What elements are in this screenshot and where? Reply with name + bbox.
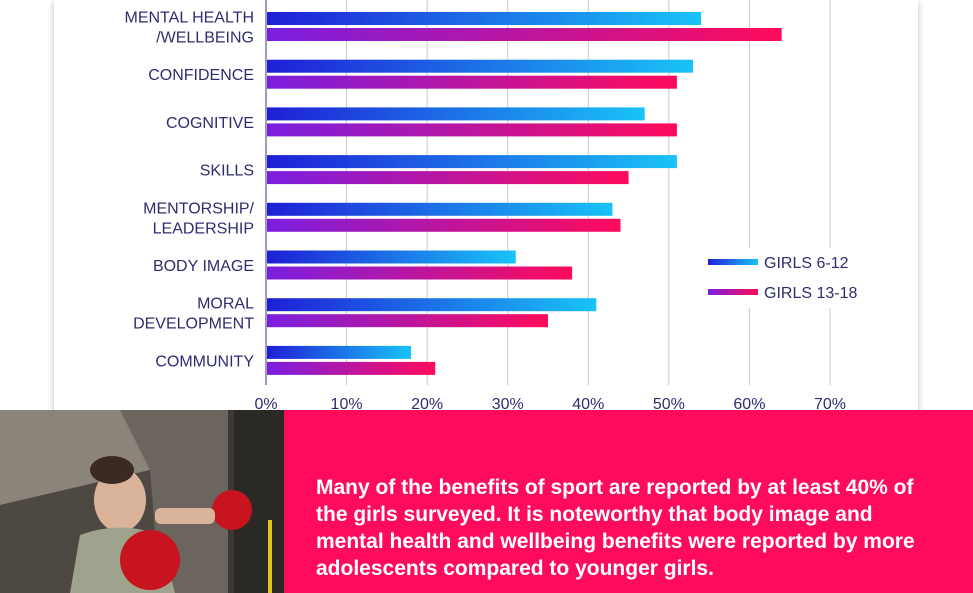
bars — [267, 12, 782, 375]
legend: GIRLS 6-12 GIRLS 13-18 — [700, 248, 857, 308]
tick-label: 60% — [733, 396, 765, 413]
bar-girls-13-18 — [267, 123, 677, 137]
gridlines — [265, 0, 831, 385]
tick-label: 40% — [572, 396, 604, 413]
category-label: BODY IMAGE — [153, 258, 254, 275]
tick-label: 70% — [814, 396, 846, 413]
bar-girls-6-12 — [267, 250, 516, 264]
tick-label: 20% — [411, 396, 443, 413]
legend-background — [700, 248, 850, 308]
legend-label: GIRLS 13-18 — [764, 285, 857, 302]
bar-girls-13-18 — [267, 28, 782, 41]
bar-chart: MENTAL HEALTH/WELLBEING CONFIDENCE COGNITI… — [125, 0, 857, 413]
category-label: MORAL — [197, 296, 254, 313]
tick-label: 0% — [254, 396, 277, 413]
tick-label: 30% — [492, 396, 524, 413]
bar-girls-6-12 — [267, 107, 645, 121]
bar-girls-6-12 — [267, 59, 694, 73]
category-label: MENTAL HEALTH — [125, 10, 255, 27]
category-label: LEADERSHIP — [153, 220, 254, 237]
category-label: DEVELOPMENT — [133, 316, 254, 333]
boxer-photo — [0, 410, 284, 593]
bar-girls-6-12 — [267, 345, 412, 359]
category-label: MENTORSHIP/ — [143, 200, 254, 217]
tick-label: 10% — [331, 396, 363, 413]
bar-girls-13-18 — [267, 314, 548, 328]
bar-girls-6-12 — [267, 202, 613, 216]
legend-swatch — [708, 259, 758, 265]
bar-girls-13-18 — [267, 266, 573, 280]
x-axis-ticks: 0% 10% 20% 30% 40% 50% 60% 70% — [254, 396, 846, 413]
bar-girls-6-12 — [267, 298, 597, 312]
bar-girls-13-18 — [267, 218, 621, 232]
category-label: CONFIDENCE — [148, 67, 254, 84]
legend-swatch — [708, 289, 758, 295]
category-label: /WELLBEING — [156, 30, 254, 47]
caption-text: Many of the benefits of sport are report… — [316, 476, 915, 580]
category-label: COGNITIVE — [166, 115, 254, 132]
category-labels: MENTAL HEALTH/WELLBEING CONFIDENCE COGNITI… — [125, 10, 255, 371]
bar-girls-13-18 — [267, 75, 677, 89]
bar-girls-13-18 — [267, 171, 629, 185]
bar-girls-6-12 — [267, 12, 702, 25]
legend-label: GIRLS 6-12 — [764, 255, 849, 272]
bar-girls-13-18 — [267, 361, 436, 375]
category-label: SKILLS — [200, 163, 254, 180]
bar-girls-6-12 — [267, 155, 677, 169]
category-label: COMMUNITY — [155, 353, 254, 370]
chart-card: MENTAL HEALTH/WELLBEING CONFIDENCE COGNITI… — [54, 0, 918, 432]
tick-label: 50% — [653, 396, 685, 413]
